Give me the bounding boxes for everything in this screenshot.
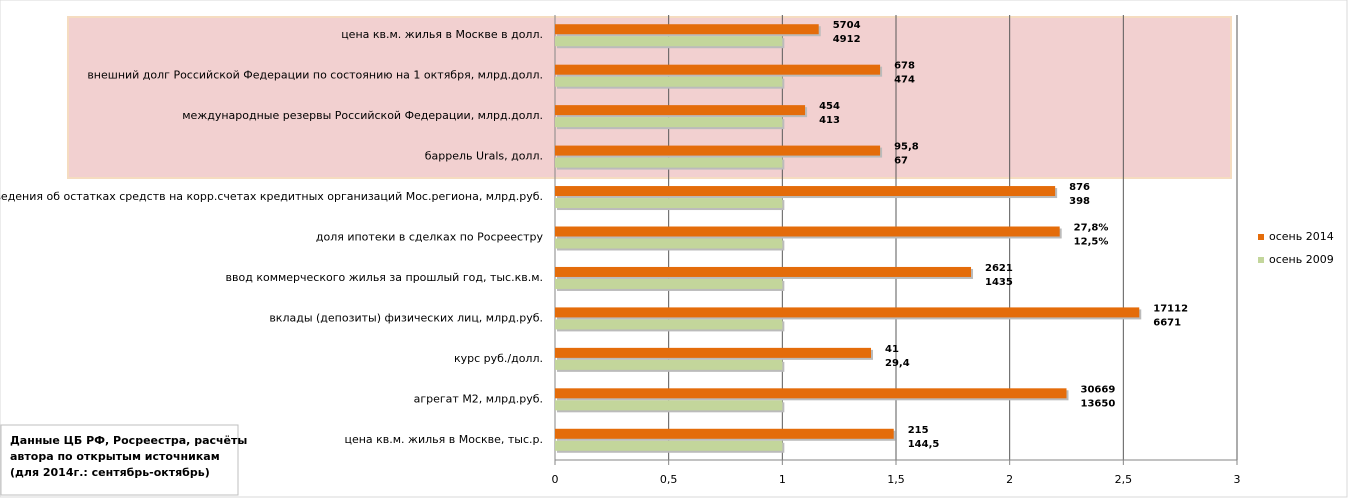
bar: [555, 428, 894, 439]
data-label: 13650: [1081, 398, 1116, 409]
data-label: 4912: [833, 34, 861, 45]
bar: [555, 388, 1067, 399]
bar: [555, 266, 972, 277]
bar: [555, 400, 783, 411]
y-tick-label: внешний долг Российской Федерации по сос…: [87, 69, 543, 82]
bar: [555, 440, 783, 451]
note-box: [0, 424, 239, 496]
bar: [555, 117, 783, 128]
legend-label: осень 2014: [1269, 230, 1334, 243]
data-label: 30669: [1081, 384, 1116, 395]
data-label: 12,5%: [1074, 237, 1109, 248]
legend-swatch: [1258, 234, 1264, 240]
data-label: 6671: [1153, 317, 1181, 328]
x-tick-label: 0: [552, 473, 559, 486]
note-line: автора по открытым источникам: [10, 450, 220, 463]
data-label: 1435: [985, 277, 1013, 288]
legend-swatch: [1258, 257, 1264, 263]
x-tick-label: 0,5: [660, 473, 678, 486]
data-label: 144,5: [908, 439, 940, 450]
bar: [555, 307, 1140, 318]
y-tick-label: агрегат М2, млрд.руб.: [414, 392, 543, 405]
x-tick-label: 2: [1006, 473, 1013, 486]
bar: [555, 157, 783, 168]
bar: [555, 347, 871, 358]
y-tick-label: сведения об остатках средств на корр.сче…: [0, 190, 543, 203]
data-label: 41: [885, 344, 899, 355]
y-tick-label: ввод коммерческого жилья за прошлый год,…: [226, 271, 543, 284]
bar: [555, 319, 783, 330]
data-label: 95,8: [894, 142, 919, 153]
y-tick-label: цена кв.м. жилья в Москве, тыс.р.: [344, 433, 543, 446]
bar: [555, 145, 881, 156]
bar: [555, 76, 783, 87]
x-tick-label: 1: [779, 473, 786, 486]
data-label: 413: [819, 115, 840, 126]
x-tick-label: 2,5: [1115, 473, 1133, 486]
data-label: 678: [894, 61, 915, 72]
data-label: 67: [894, 156, 908, 167]
y-tick-label: баррель Urals, долл.: [425, 150, 543, 163]
bar: [555, 105, 806, 116]
data-label: 454: [819, 101, 840, 112]
data-label: 2621: [985, 263, 1013, 274]
bar: [555, 186, 1056, 197]
data-label: 17112: [1153, 303, 1188, 314]
bar: [555, 278, 783, 289]
bar: [555, 198, 783, 209]
bar: [555, 64, 881, 75]
bar: [555, 24, 819, 35]
bar: [555, 238, 783, 249]
y-tick-label: курс руб./долл.: [454, 352, 543, 365]
y-tick-label: цена кв.м. жилья в Москве в долл.: [341, 28, 543, 41]
data-label: 5704: [833, 20, 861, 31]
bar: [555, 36, 783, 47]
note-line: Данные ЦБ РФ, Росреестра, расчёты: [10, 434, 247, 447]
x-tick-label: 1,5: [887, 473, 905, 486]
data-label: 215: [908, 425, 929, 436]
legend-label: осень 2009: [1269, 253, 1334, 266]
data-label: 29,4: [885, 358, 910, 369]
data-label: 474: [894, 75, 915, 86]
y-tick-label: вклады (депозиты) физических лиц, млрд.р…: [269, 311, 543, 324]
y-tick-label: доля ипотеки в сделках по Росреестру: [316, 231, 544, 244]
data-label: 27,8%: [1074, 223, 1109, 234]
bar: [555, 226, 1060, 237]
x-tick-label: 3: [1234, 473, 1241, 486]
bar: [555, 359, 783, 370]
y-tick-label: международные резервы Российской Федерац…: [182, 109, 543, 122]
data-label: 398: [1069, 196, 1090, 207]
data-label: 876: [1069, 182, 1090, 193]
note-line: (для 2014г.: сентябрь-октябрь): [10, 466, 210, 479]
